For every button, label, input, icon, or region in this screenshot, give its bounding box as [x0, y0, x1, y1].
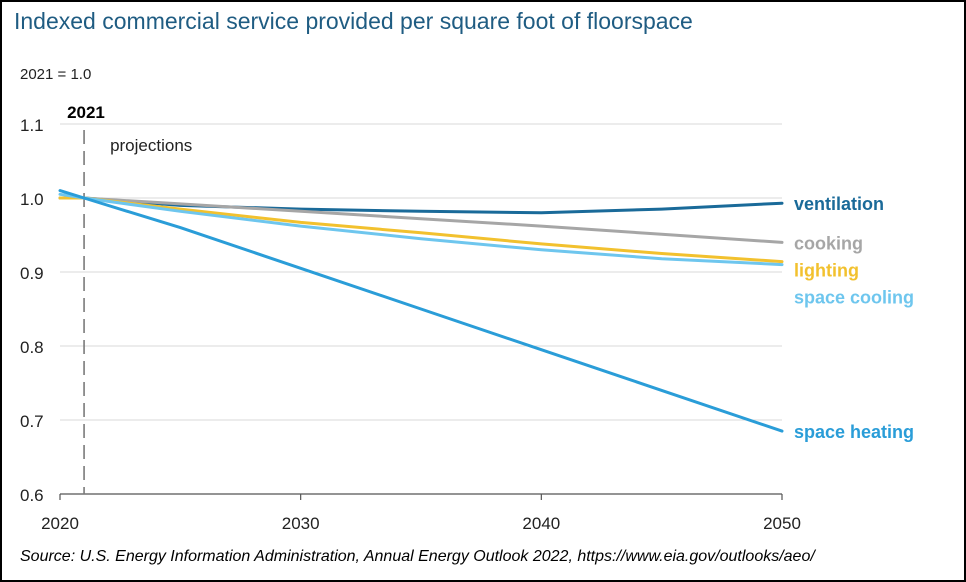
series-label-space-cooling: space cooling [794, 287, 914, 307]
y-tick-label: 0.7 [20, 412, 44, 431]
gridlines [59, 123, 783, 500]
series-label-lighting: lighting [794, 260, 859, 280]
annotations: 2021 projections [67, 103, 192, 494]
series-label-space-heating: space heating [794, 422, 914, 442]
source-note: Source: U.S. Energy Information Administ… [20, 548, 815, 565]
x-tick-label: 2050 [763, 514, 801, 533]
x-tick-label: 2030 [282, 514, 320, 533]
y-tick-label: 0.6 [20, 486, 44, 505]
y-unit-label: 2021 = 1.0 [20, 66, 92, 83]
series-line-space-cooling [58, 192, 784, 267]
x-tick-label: 2040 [522, 514, 560, 533]
series-line-space-heating [58, 189, 784, 433]
series-line-cooking [58, 196, 784, 244]
y-tick-label: 1.1 [20, 116, 44, 135]
projections-label: projections [110, 136, 192, 155]
year-2021-label: 2021 [67, 103, 105, 122]
series-labels: ventilation cooking lighting space cooling s… [794, 194, 914, 442]
y-tick-label: 0.9 [20, 264, 44, 283]
series-label-cooking: cooking [794, 233, 863, 253]
series-label-ventilation: ventilation [794, 194, 884, 214]
series-lines [58, 189, 784, 433]
y-tick-label: 1.0 [20, 190, 44, 209]
x-tick-labels: 2020 2030 2040 2050 [41, 514, 801, 533]
line-chart: 0.6 0.7 0.8 0.9 1.0 1.1 2020 2030 2040 2050 2021… [20, 103, 914, 533]
y-tick-label: 0.8 [20, 338, 44, 357]
x-tick-label: 2020 [41, 514, 79, 533]
chart-title: Indexed commercial service provided per … [14, 8, 693, 34]
y-tick-labels: 0.6 0.7 0.8 0.9 1.0 1.1 [20, 116, 44, 505]
